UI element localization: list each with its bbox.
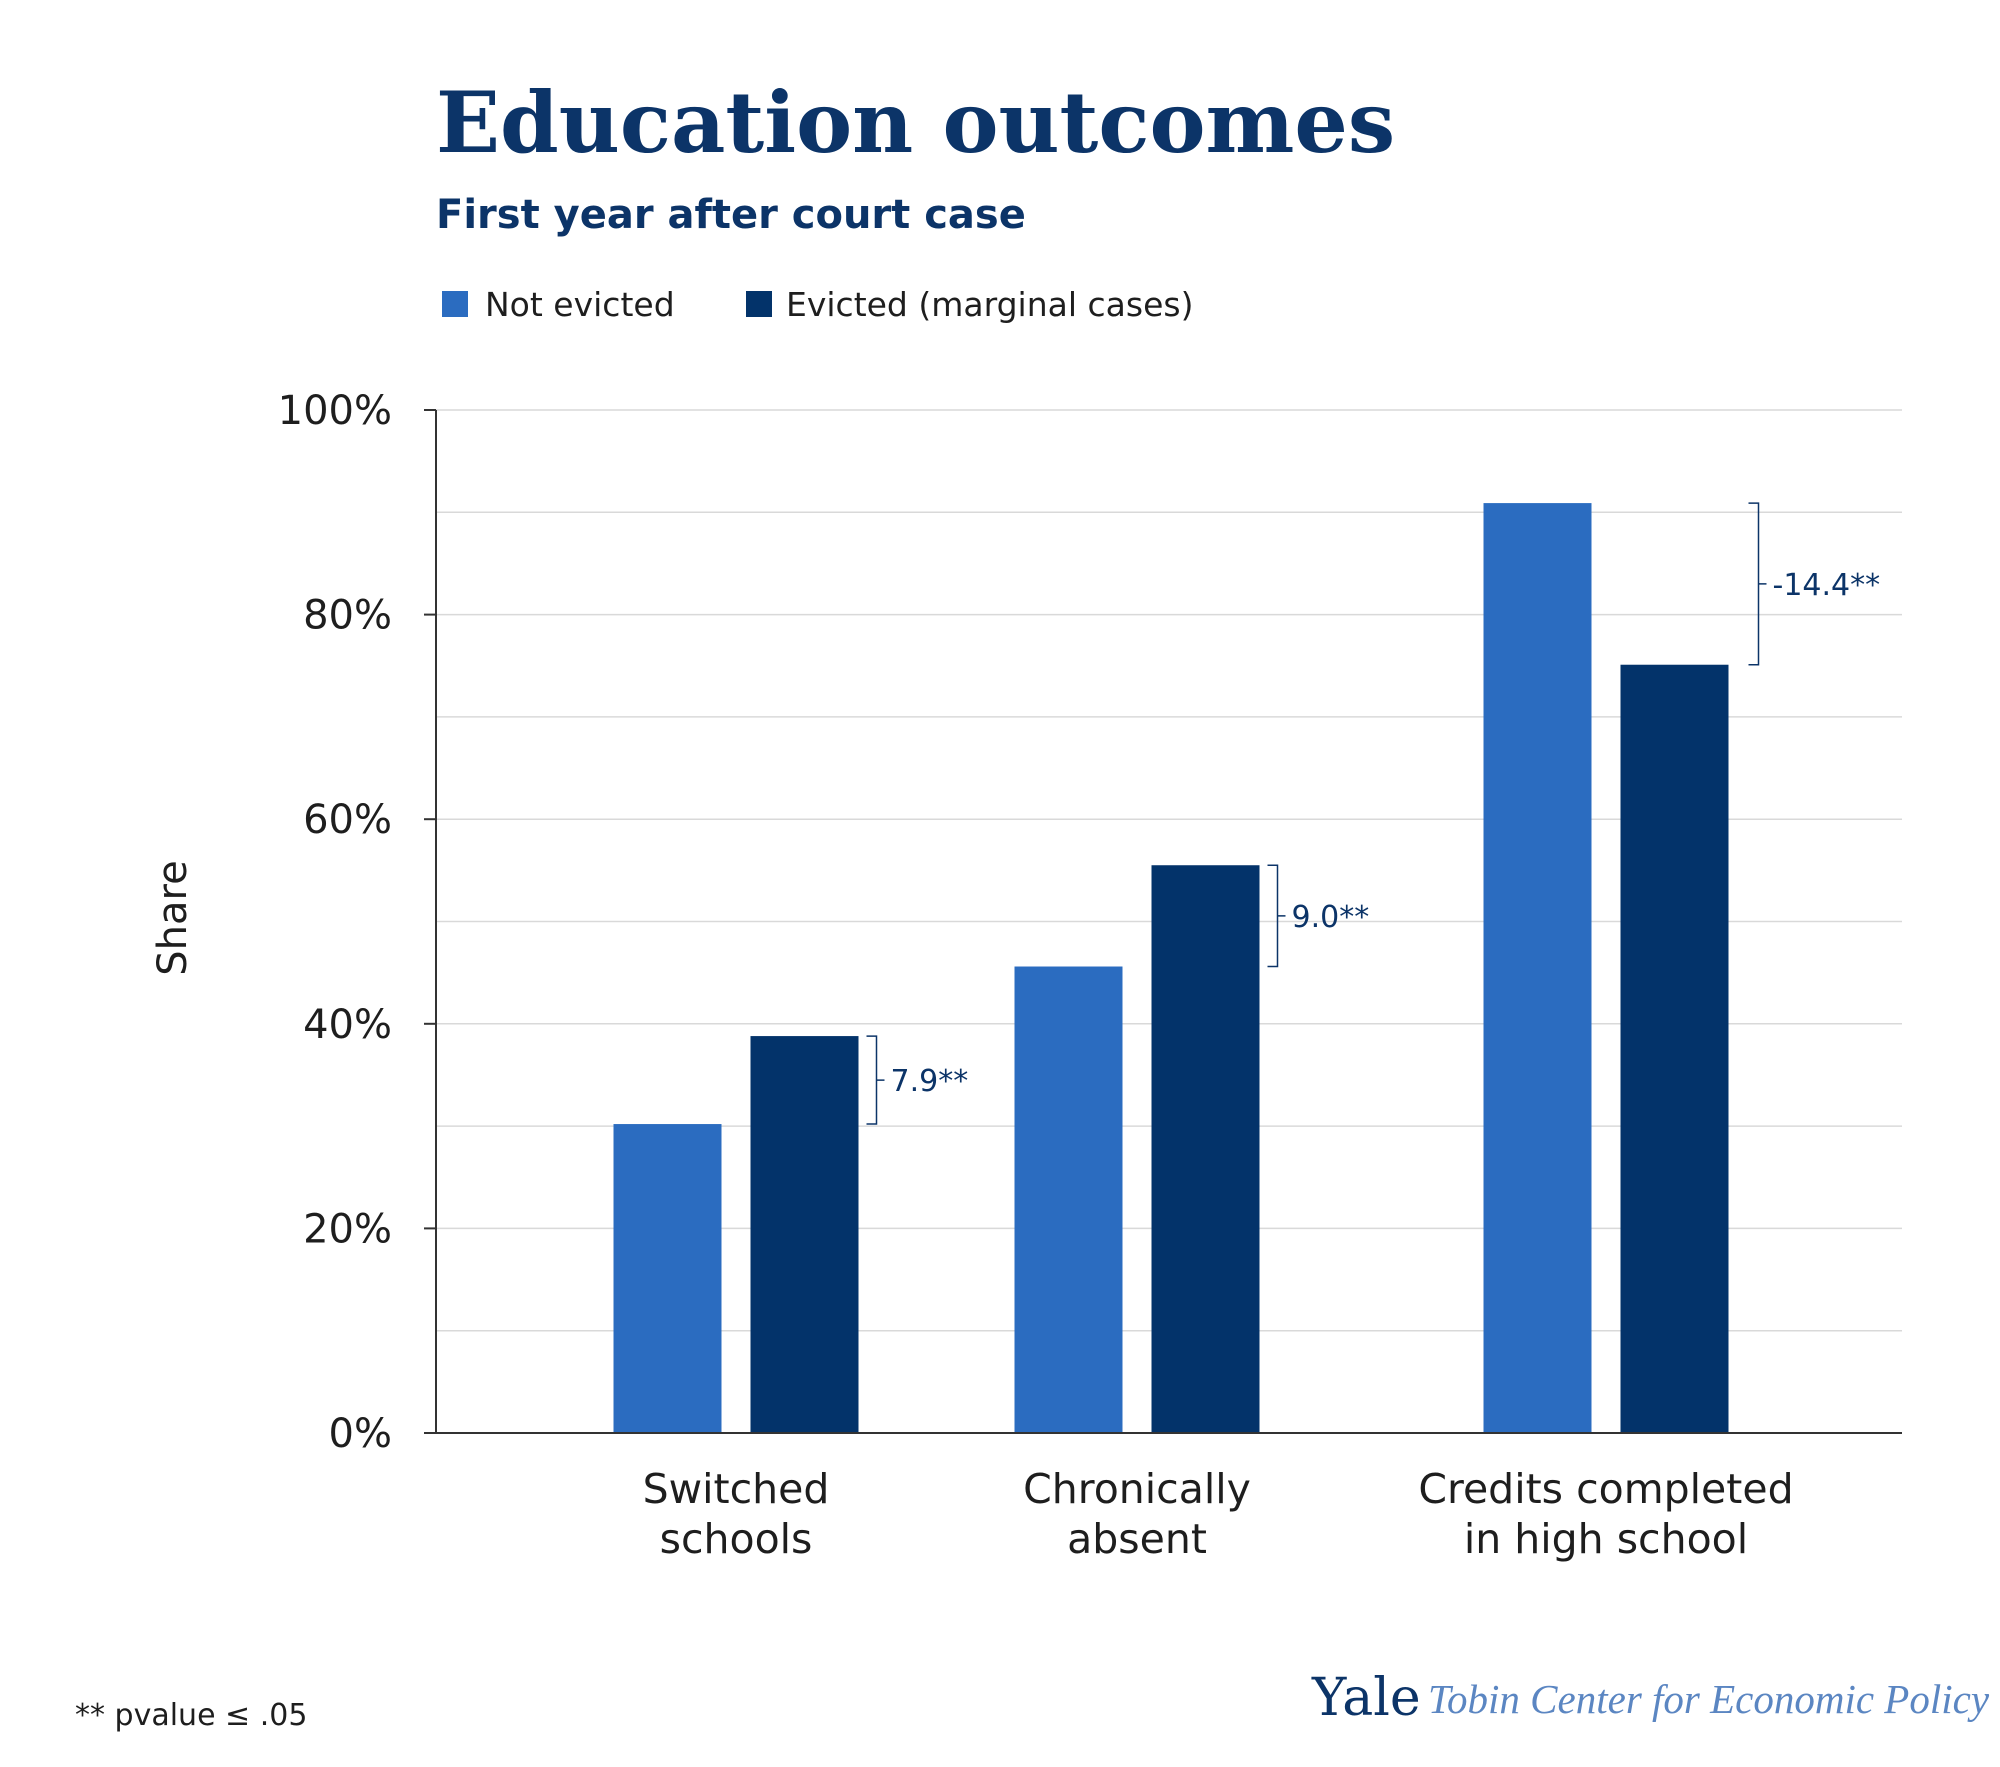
x-axis-category-labels: Switched schools Chronically absent Credits … (643, 1465, 1794, 1563)
bar-not-evicted (1483, 503, 1592, 1433)
brand-org: Tobin Center for Economic Policy (1428, 1676, 1990, 1722)
y-tick-label: 100% (278, 388, 392, 434)
footnote: ** pvalue ≤ .05 (75, 1698, 307, 1733)
legend-swatch-not-evicted (442, 291, 468, 317)
x-category-label: Switched schools (643, 1465, 830, 1563)
y-tick-label: 60% (303, 797, 392, 843)
brand-name: Yale (1311, 1668, 1421, 1728)
y-axis-ticks: 0% 20% 40% 60% 80% 100% (278, 388, 436, 1457)
difference-bracket (1267, 864, 1286, 968)
x-category-label: Credits completed in high school (1418, 1465, 1793, 1563)
legend-label-not-evicted: Not evicted (485, 285, 675, 324)
axes (424, 410, 1902, 1434)
bar-not-evicted (1014, 966, 1123, 1433)
y-tick-label: 40% (303, 1002, 392, 1048)
difference-label: -14.4** (1773, 568, 1881, 603)
y-tick-label: 80% (303, 593, 392, 639)
difference-bracket (1748, 502, 1767, 666)
difference-annotations: 7.9** 9.0** -14.4** (866, 502, 1881, 1125)
bars (613, 503, 1729, 1433)
x-category-label: Chronically absent (1023, 1465, 1251, 1563)
legend-swatch-evicted (746, 291, 772, 317)
difference-label: 9.0** (1292, 900, 1370, 935)
bar-evicted (750, 1036, 859, 1433)
bar-evicted (1620, 664, 1729, 1433)
y-tick-label: 20% (303, 1206, 392, 1252)
chart-subtitle: First year after court case (436, 192, 1026, 238)
legend: Not evicted Evicted (marginal cases) (442, 285, 1193, 324)
y-axis-label: Share (150, 860, 196, 975)
chart-title: Education outcomes (436, 73, 1395, 172)
difference-label: 7.9** (891, 1064, 969, 1099)
bar-not-evicted (613, 1124, 722, 1433)
bar-evicted (1151, 865, 1260, 1433)
difference-bracket (866, 1035, 885, 1125)
y-tick-label: 0% (329, 1411, 392, 1457)
legend-label-evicted: Evicted (marginal cases) (786, 285, 1193, 324)
